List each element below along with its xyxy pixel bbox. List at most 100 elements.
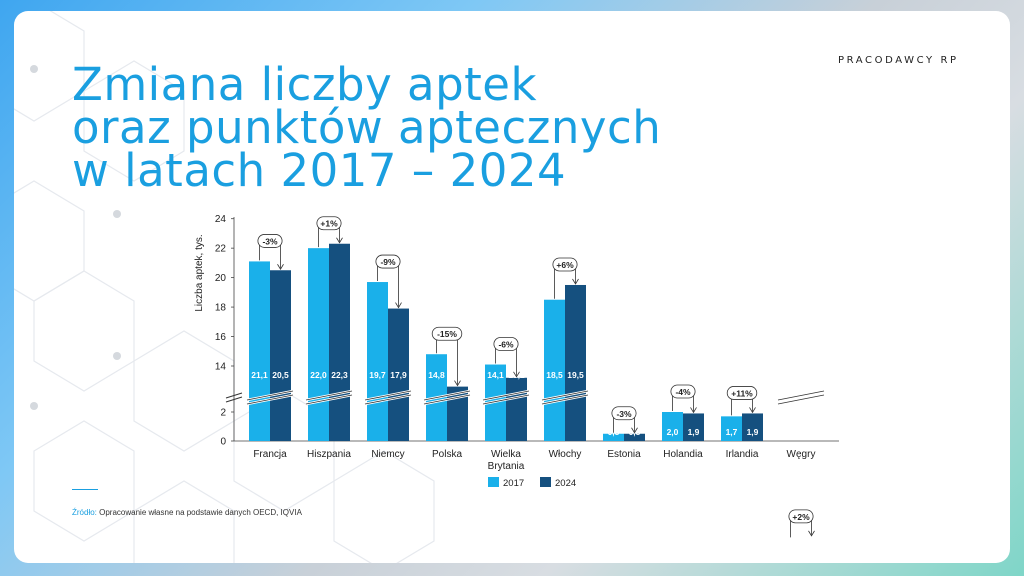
x-tick-label: Estonia xyxy=(607,449,641,460)
y-tick-label: 22 xyxy=(215,244,227,255)
change-bubble xyxy=(257,234,283,248)
bar-2024 xyxy=(506,377,527,441)
bar-2017 xyxy=(721,416,742,441)
data-label: 20,5 xyxy=(272,370,289,380)
change-arrowhead xyxy=(572,278,579,285)
change-bubble xyxy=(375,254,401,269)
bar-2024 xyxy=(270,270,291,441)
slide: Zmiana liczby aptek oraz punktów apteczn… xyxy=(14,11,1010,563)
x-tick-label: Hiszpania xyxy=(307,449,351,460)
bar-2024 xyxy=(447,386,468,441)
data-label: 2,3 xyxy=(785,370,797,380)
data-label: 18,5 xyxy=(546,370,563,380)
x-tick-label: Węgry xyxy=(787,449,816,460)
bar-break-mark xyxy=(423,390,471,405)
bar-break-mark xyxy=(246,390,294,405)
change-bubble xyxy=(552,257,578,272)
y-tick-label: 0 xyxy=(220,437,226,448)
y-tick-label: 24 xyxy=(215,214,227,225)
data-label: 2,4 xyxy=(806,370,818,380)
bar-2024 xyxy=(683,413,704,441)
data-label: 17,9 xyxy=(390,370,407,380)
legend-label: 2017 xyxy=(503,478,524,489)
change-arrowhead xyxy=(454,380,461,387)
change-arrowhead xyxy=(395,302,402,309)
change-arrowhead xyxy=(690,407,697,414)
data-label: 14,8 xyxy=(428,370,445,380)
bar-2017 xyxy=(308,248,329,441)
title-line: Zmiana liczby aptek xyxy=(72,58,538,111)
bar-2024 xyxy=(565,284,586,441)
change-bubble xyxy=(493,337,519,351)
source-label: Źródło: xyxy=(72,508,97,517)
change-label: -9% xyxy=(380,257,396,267)
data-label: 19,5 xyxy=(567,370,584,380)
bar-2017 xyxy=(603,433,624,441)
change-label: +1% xyxy=(320,219,338,229)
bar-2017 xyxy=(544,299,565,441)
bar-break-mark xyxy=(305,390,353,405)
y-tick-label: 16 xyxy=(215,332,227,343)
change-bubble xyxy=(611,406,637,421)
change-label: -3% xyxy=(262,236,278,246)
bar-2024 xyxy=(742,413,763,441)
source-note: Źródło: Opracowanie własne na podstawie … xyxy=(72,508,302,517)
data-label: 14,1 xyxy=(487,370,504,380)
bar-2024 xyxy=(329,243,350,441)
accent-divider xyxy=(72,489,98,490)
change-label: -6% xyxy=(498,340,514,350)
page-title: Zmiana liczby aptek oraz punktów apteczn… xyxy=(72,58,662,197)
change-arrowhead xyxy=(277,264,284,271)
change-label: -3% xyxy=(616,409,632,419)
bar-break-band xyxy=(777,389,825,406)
x-tick-label: Brytania xyxy=(488,461,525,472)
x-tick-label: Francja xyxy=(253,449,287,460)
change-arrowhead xyxy=(808,530,815,537)
bar-break-mark xyxy=(364,390,412,405)
data-label: 2,0 xyxy=(667,427,679,437)
bar-break-mark xyxy=(777,390,825,405)
change-label: -4% xyxy=(675,387,691,397)
change-bubble xyxy=(726,386,758,400)
data-label: 21,1 xyxy=(251,370,268,380)
change-bubble xyxy=(670,384,696,399)
data-label: 22,0 xyxy=(310,370,327,380)
change-bubble xyxy=(316,216,342,231)
y-tick-label: 18 xyxy=(215,303,227,314)
bar-2024 xyxy=(624,433,645,441)
change-bubble xyxy=(431,326,463,341)
change-label: +11% xyxy=(731,388,753,398)
change-label: -15% xyxy=(437,329,457,339)
bar-2017 xyxy=(249,261,270,441)
data-label: 1,7 xyxy=(726,427,738,437)
change-arrowhead xyxy=(631,427,638,434)
title-line: oraz punktów aptecznych xyxy=(72,101,662,154)
x-tick-label: Irlandia xyxy=(726,449,759,460)
data-label: 22,3 xyxy=(331,370,348,380)
bar-2017 xyxy=(662,412,683,441)
change-label: +6% xyxy=(556,260,574,270)
change-arrowhead xyxy=(336,237,343,244)
y-tick-label: 14 xyxy=(215,362,227,373)
bar-break-mark xyxy=(541,390,589,405)
change-arrowhead xyxy=(749,407,756,414)
bar-2024 xyxy=(388,308,409,441)
x-tick-label: Niemcy xyxy=(371,449,404,460)
data-label: 1,9 xyxy=(688,427,700,437)
axis-break-mark xyxy=(225,392,243,403)
bar-chart: Liczba aptek, tys. 0 2 14 16 18 20 22 24 21,1 20,5… xyxy=(194,214,839,538)
data-label: 19,7 xyxy=(369,370,386,380)
change-arrowhead xyxy=(513,371,520,378)
bar-2017 xyxy=(367,282,388,441)
source-text: Opracowanie własne na podstawie danych O… xyxy=(96,508,302,517)
x-tick-label: Polska xyxy=(432,449,462,460)
x-tick-label: Wielka xyxy=(491,449,521,460)
legend-swatch-2017 xyxy=(488,477,499,487)
title-line: w latach 2017 – 2024 xyxy=(72,144,567,197)
y-tick-label: 20 xyxy=(215,273,227,284)
change-label: +2% xyxy=(792,512,810,522)
x-tick-label: Włochy xyxy=(549,449,582,460)
brand-logo-text: PRACODAWCY RP xyxy=(838,55,959,66)
legend-swatch-2024 xyxy=(540,477,551,487)
bar-break-mark xyxy=(482,390,530,405)
